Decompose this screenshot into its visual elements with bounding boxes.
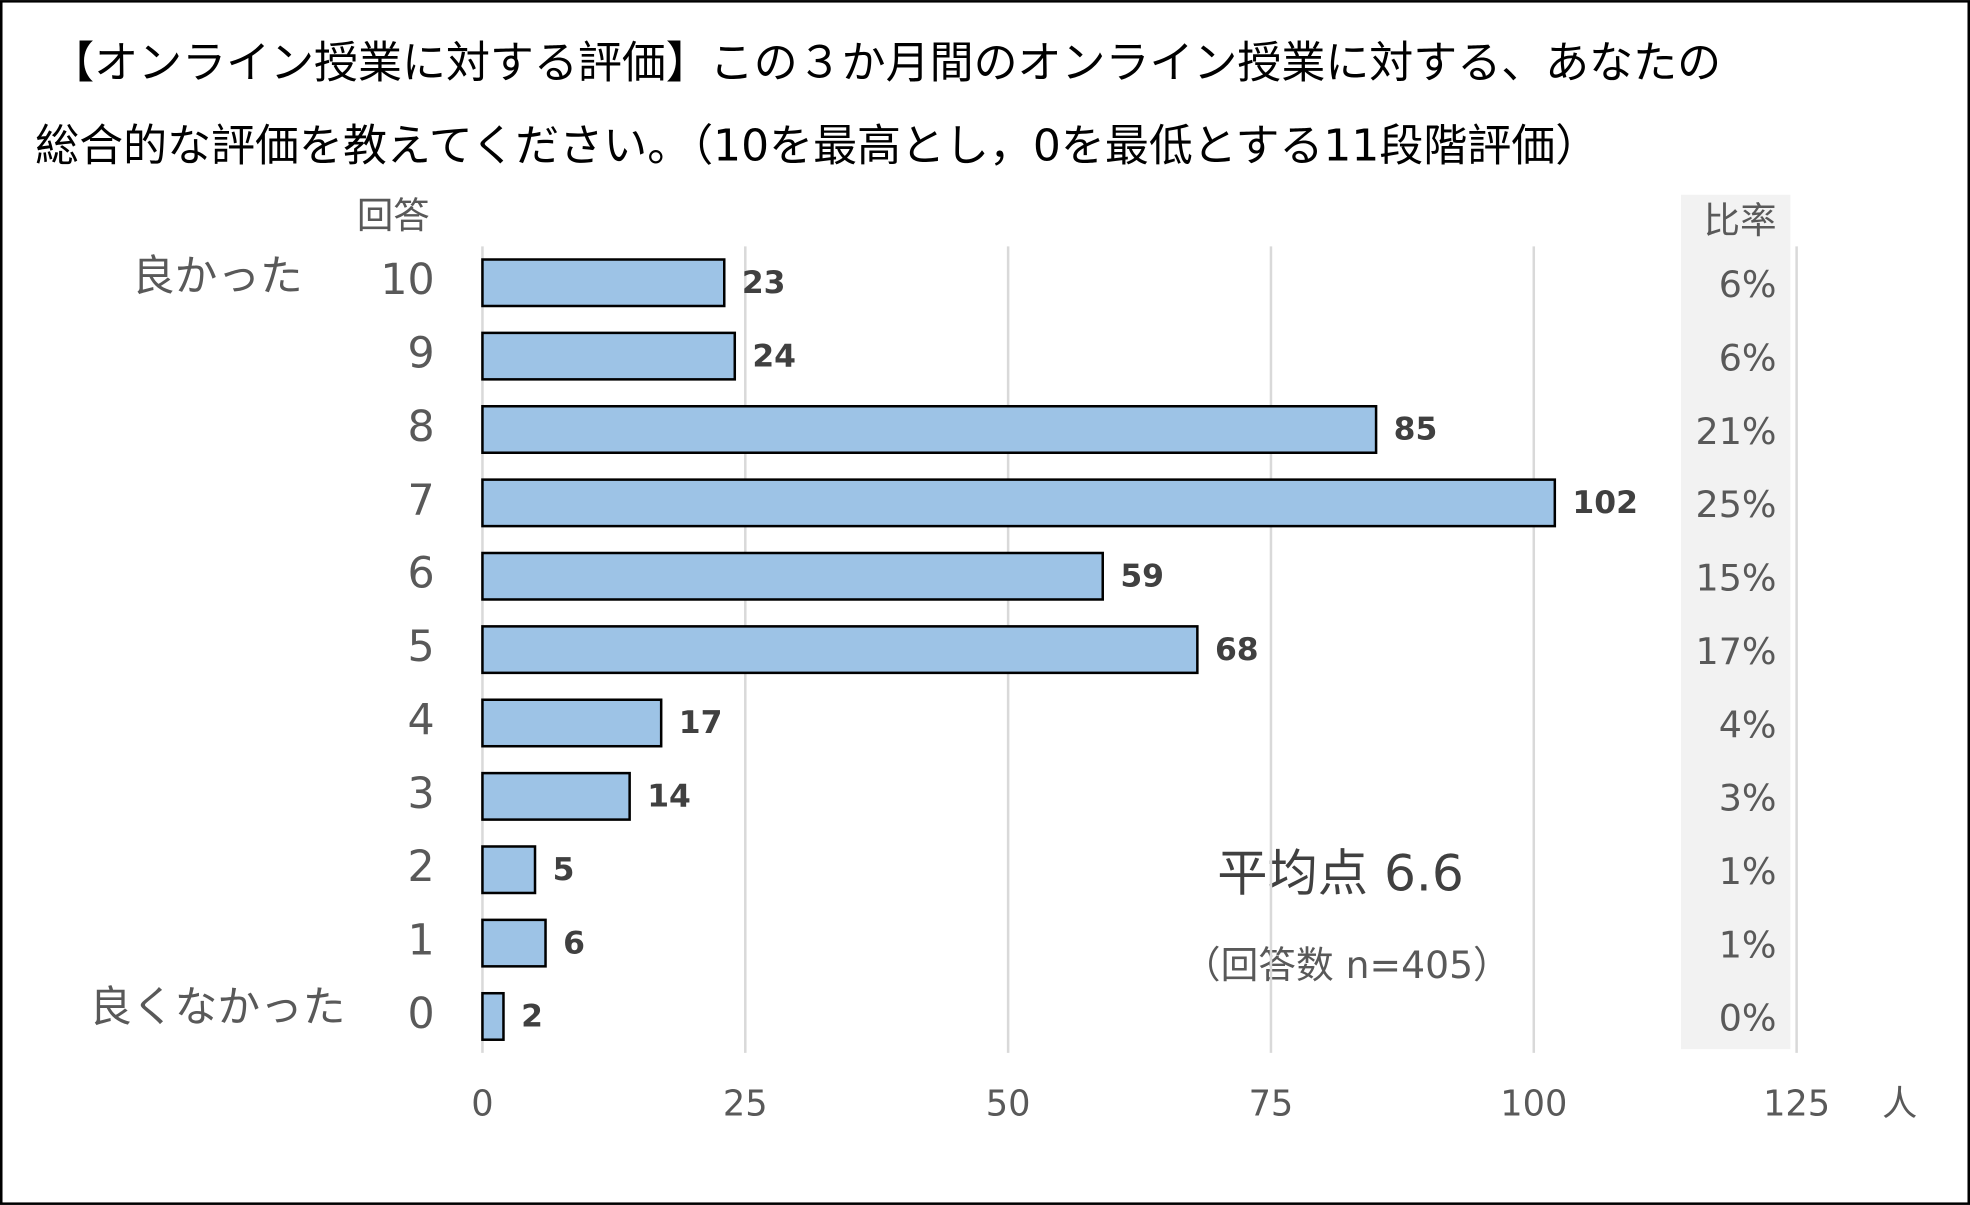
bar (481, 404, 1378, 454)
bottom-label: 良くなかった (89, 983, 345, 1033)
value-label: 17 (679, 705, 723, 741)
bar (481, 771, 631, 821)
value-label: 102 (1572, 485, 1638, 521)
ratio-label: 1% (1719, 923, 1777, 966)
ratio-label: 1% (1719, 850, 1777, 893)
value-label: 14 (647, 779, 691, 815)
annotation: （回答数 n=405） (1183, 943, 1511, 987)
ratio-label: 6% (1719, 336, 1777, 379)
ratio-column (1681, 194, 1791, 1050)
value-label: 2 (521, 999, 543, 1035)
bar (481, 698, 663, 748)
bar (481, 331, 737, 381)
ratio-label: 25% (1696, 483, 1777, 526)
bar (481, 845, 537, 895)
title-line: 【オンライン授業に対する評価】この３か月間のオンライン授業に対する、あなたの (50, 37, 1721, 88)
y-tick-label: 0 (408, 989, 435, 1039)
value-label: 23 (742, 265, 786, 301)
value-label: 85 (1394, 412, 1438, 448)
x-tick-label: 75 (1249, 1084, 1294, 1125)
y-tick-label: 3 (408, 769, 435, 819)
value-label: 24 (752, 338, 796, 374)
ratio-label: 6% (1719, 263, 1777, 306)
ratio-label: 3% (1719, 777, 1777, 820)
x-axis-label: 人 (1882, 1084, 1917, 1125)
title-line: 総合的な評価を教えてください。（10を最高とし，0を最低とする11段階評価） (35, 120, 1599, 171)
bar (481, 551, 1104, 601)
y-tick-label: 5 (408, 622, 435, 672)
value-label: 68 (1215, 632, 1259, 668)
category-axis-label: 回答 (357, 194, 430, 237)
ratio-label: 15% (1696, 557, 1777, 600)
ratio-label: 21% (1696, 410, 1777, 453)
x-tick-label: 100 (1500, 1084, 1567, 1125)
y-tick-label: 6 (408, 549, 435, 599)
y-tick-label: 2 (408, 842, 435, 892)
y-tick-label: 7 (408, 475, 435, 525)
y-tick-label: 1 (408, 916, 435, 966)
bar (481, 478, 1557, 528)
bar (481, 991, 505, 1041)
top-label: 良かった (132, 251, 303, 301)
ratio-label: 17% (1696, 630, 1777, 673)
y-tick-label: 8 (408, 402, 435, 452)
annotation: 平均点 6.6 (1217, 844, 1464, 903)
value-label: 59 (1120, 558, 1164, 594)
x-tick-label: 50 (986, 1084, 1031, 1125)
ratio-label: 0% (1719, 997, 1777, 1040)
y-tick-label: 10 (380, 255, 434, 305)
y-tick-label: 9 (408, 329, 435, 379)
bar (481, 625, 1199, 675)
ratio-label: 4% (1719, 703, 1777, 746)
bar (481, 918, 547, 968)
bar (481, 258, 726, 308)
value-label: 6 (563, 925, 585, 961)
y-tick-label: 4 (408, 695, 435, 745)
x-tick-label: 0 (471, 1084, 493, 1125)
ratio-header: 比率 (1704, 199, 1777, 242)
value-label: 5 (553, 852, 575, 888)
x-tick-label: 25 (723, 1084, 768, 1125)
x-tick-label: 125 (1763, 1084, 1830, 1125)
